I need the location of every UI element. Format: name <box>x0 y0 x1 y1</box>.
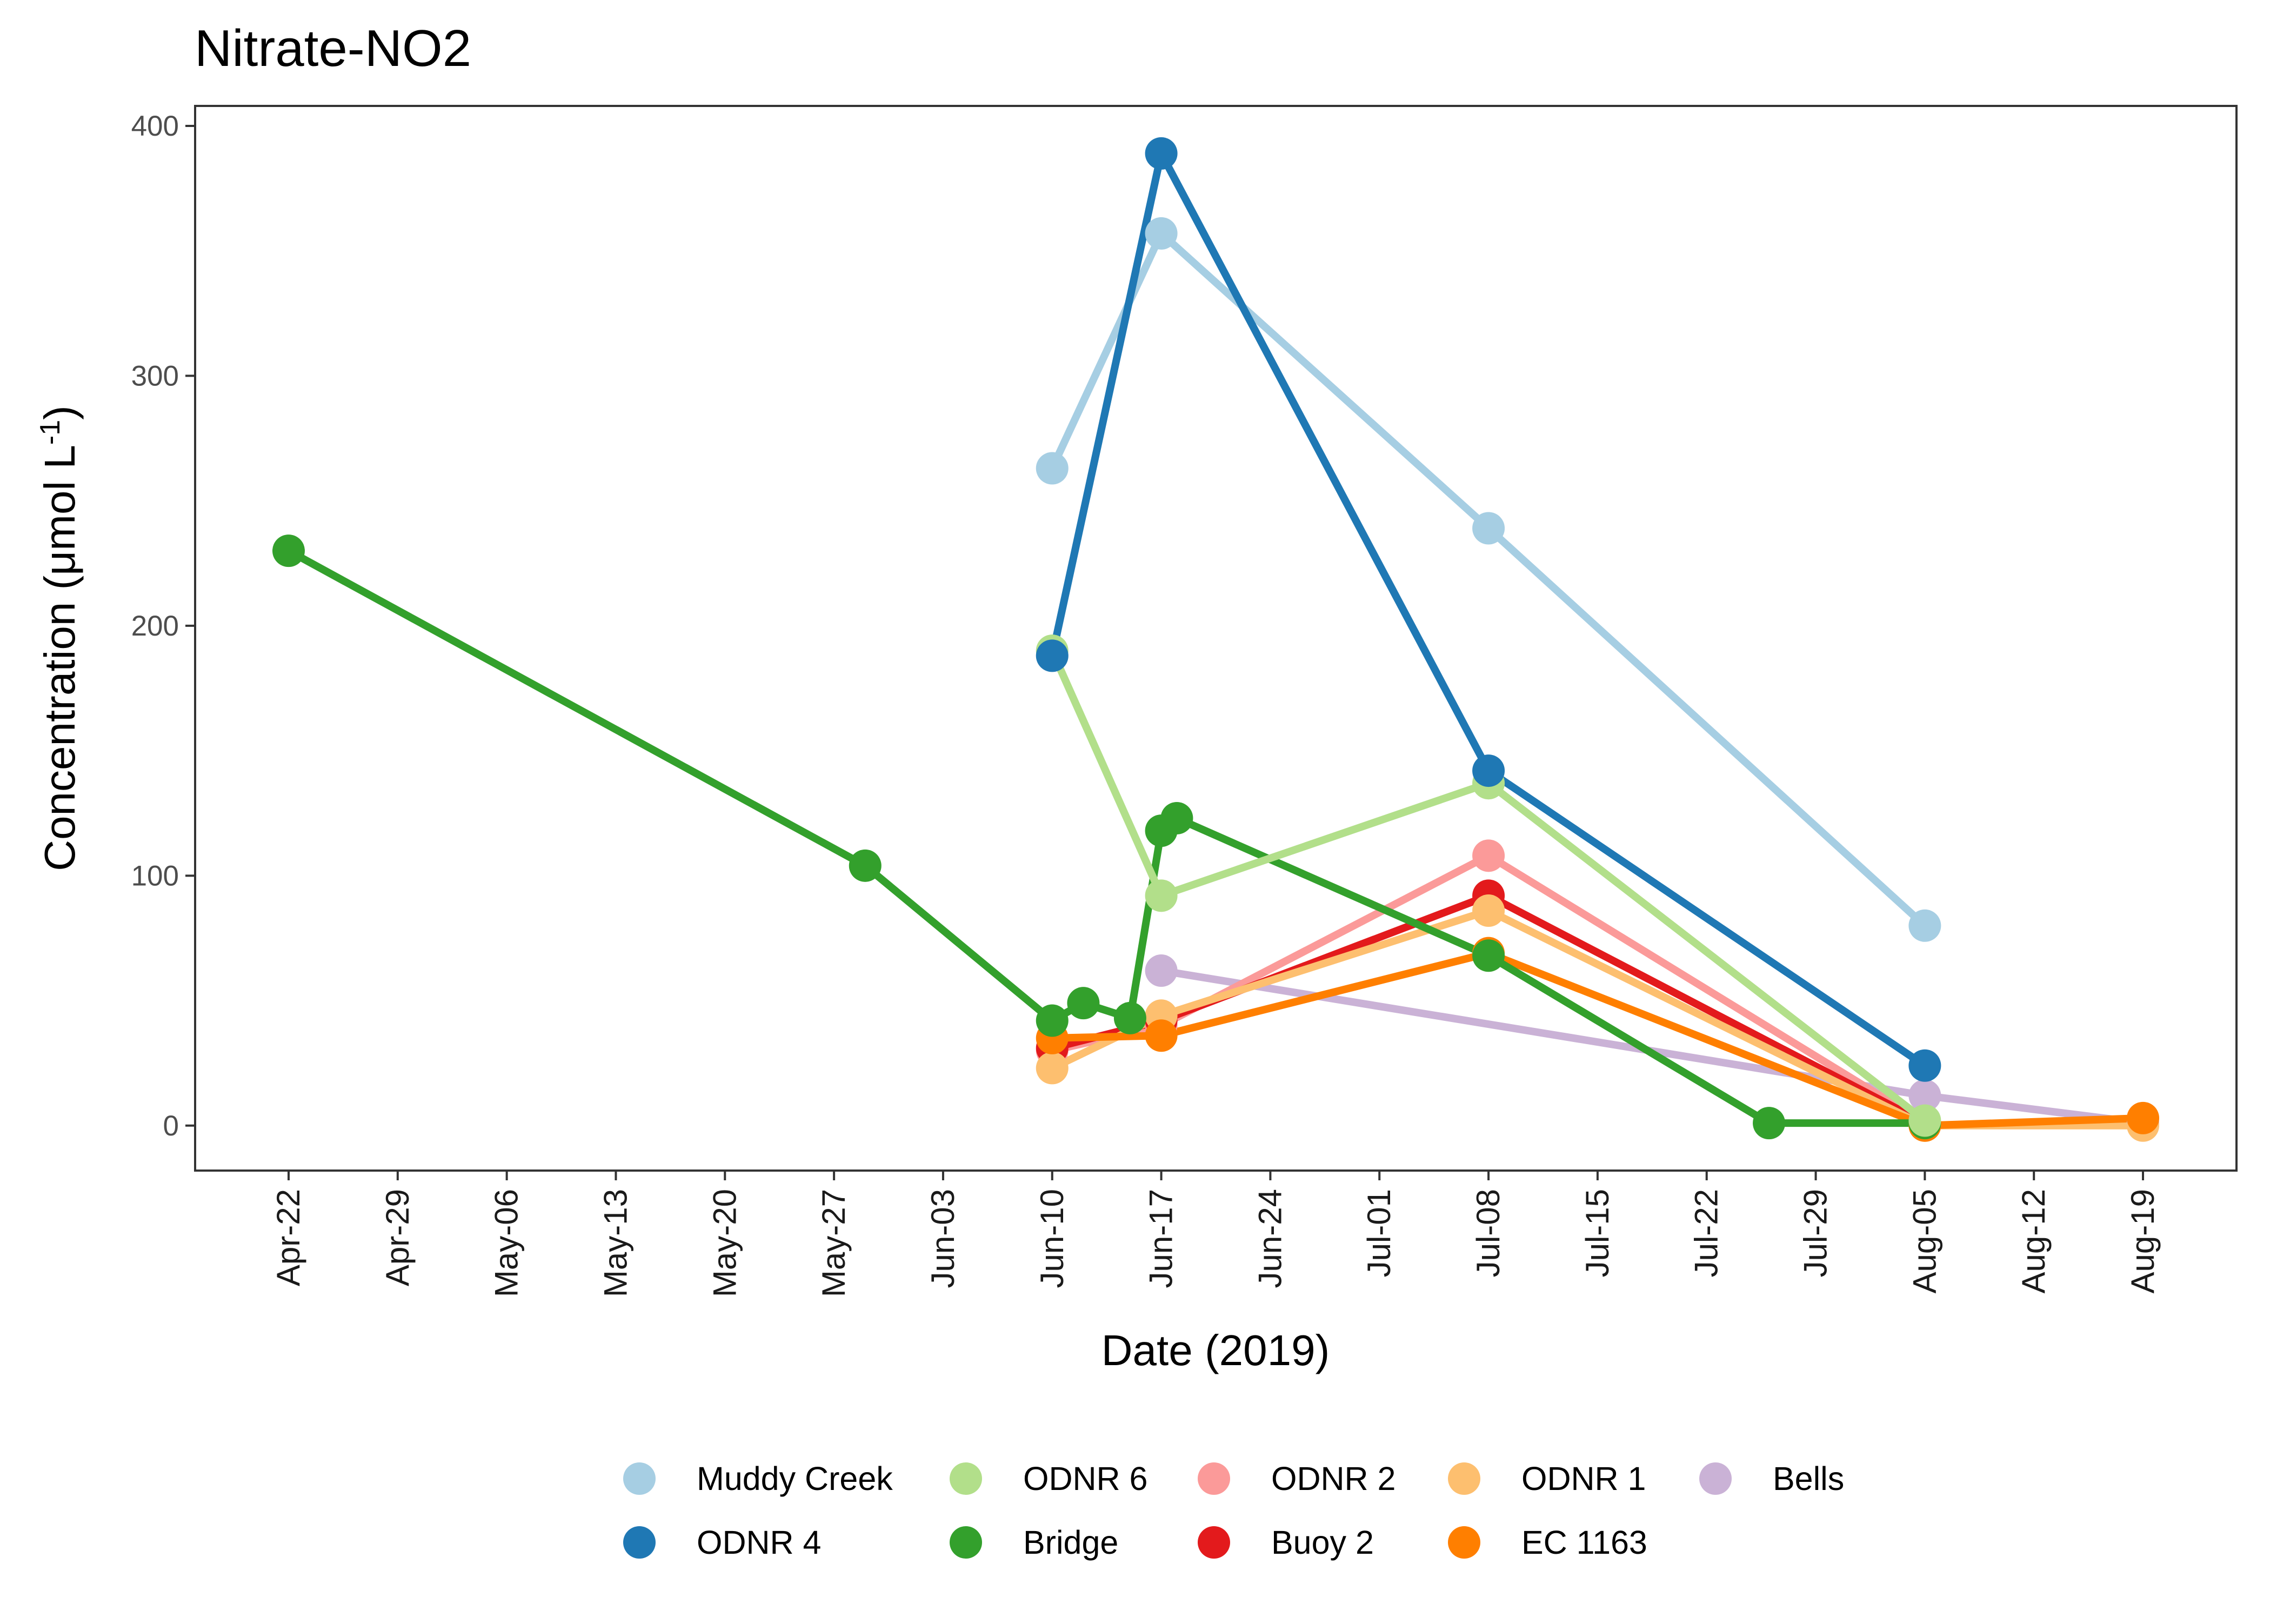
x-tick-label: Apr-22 <box>270 1189 306 1286</box>
x-tick-label: Jun-17 <box>1143 1189 1179 1288</box>
data-point-odnr-4 <box>1036 639 1069 672</box>
data-point-bridge <box>1753 1107 1786 1140</box>
y-tick-label: 100 <box>131 860 179 892</box>
y-axis: 0 100 200 300 400 <box>131 110 195 1142</box>
y-tick-label: 300 <box>131 360 179 392</box>
data-point-ec-1163 <box>2127 1101 2160 1134</box>
y-axis-title-unit: μmol L <box>36 445 84 576</box>
series-line-odnr-4 <box>1048 149 1929 1070</box>
data-point-odnr-4 <box>1908 1049 1941 1082</box>
legend-label: Buoy 2 <box>1271 1524 1374 1561</box>
data-point-bridge <box>1472 939 1505 972</box>
data-point-odnr-6 <box>1908 1104 1941 1137</box>
data-point-muddy-creek <box>1036 452 1069 485</box>
x-tick-label: Jun-10 <box>1034 1189 1070 1288</box>
legend-key-ec-1163 <box>1448 1526 1480 1559</box>
legend: Muddy Creek ODNR 6 ODNR 2 ODNR 1 Bells ODNR 4… <box>623 1460 1844 1561</box>
y-axis-title-pre: Concentration ( <box>36 575 84 871</box>
legend-item-odnr-6: ODNR 6 <box>950 1460 1147 1497</box>
legend-label: ODNR 1 <box>1521 1460 1646 1497</box>
legend-key-bells <box>1699 1462 1732 1495</box>
legend-item-odnr-1: ODNR 1 <box>1448 1460 1646 1497</box>
x-tick-label: Jul-22 <box>1688 1189 1725 1277</box>
legend-key-odnr-1 <box>1448 1462 1480 1495</box>
plot-panel <box>194 105 2238 1172</box>
data-point-odnr-6 <box>1145 879 1178 912</box>
y-axis-title-sup: -1 <box>35 420 66 445</box>
data-point-bridge <box>1160 801 1193 834</box>
chart-title: Nitrate-NO2 <box>195 19 471 77</box>
y-tick-label: 0 <box>163 1110 179 1142</box>
data-point-ec-1163 <box>1145 1019 1178 1052</box>
y-axis-title-post: ) <box>36 405 84 420</box>
legend-label: EC 1163 <box>1521 1524 1647 1561</box>
legend-key-odnr-4 <box>623 1526 656 1559</box>
series-line-muddy-creek <box>1048 229 1929 930</box>
y-axis-title: Concentration (μmol L-1) <box>35 405 84 871</box>
x-tick-label: Jul-01 <box>1361 1189 1397 1277</box>
data-point-muddy-creek <box>1908 909 1941 942</box>
legend-item-muddy-creek: Muddy Creek <box>623 1460 893 1497</box>
legend-item-ec-1163: EC 1163 <box>1448 1524 1647 1561</box>
legend-item-buoy-2: Buoy 2 <box>1198 1524 1374 1561</box>
x-tick-label: Jun-24 <box>1252 1189 1288 1288</box>
x-axis: Apr-22 Apr-29 May-06 May-13 May-20 May-27 Jun-… <box>270 1171 2161 1297</box>
data-point-odnr-4 <box>1472 754 1505 787</box>
series-layer <box>272 137 2160 1142</box>
x-tick-label: May-20 <box>706 1189 743 1297</box>
legend-item-odnr-4: ODNR 4 <box>623 1524 821 1561</box>
legend-item-odnr-2: ODNR 2 <box>1198 1460 1396 1497</box>
x-tick-label: Apr-29 <box>379 1189 416 1286</box>
x-tick-label: Aug-12 <box>2015 1189 2052 1293</box>
legend-key-bridge <box>950 1526 982 1559</box>
data-point-muddy-creek <box>1472 512 1505 545</box>
legend-key-muddy-creek <box>623 1462 656 1495</box>
x-tick-label: Jul-15 <box>1579 1189 1615 1277</box>
x-tick-label: Aug-05 <box>1906 1189 1942 1293</box>
data-point-muddy-creek <box>1145 217 1178 250</box>
x-tick-label: Jul-29 <box>1798 1189 1834 1277</box>
x-tick-label: Jul-08 <box>1470 1189 1506 1277</box>
series-line-odnr-6 <box>1048 647 1929 1125</box>
legend-label: ODNR 6 <box>1023 1460 1147 1497</box>
y-tick-label: 200 <box>131 610 179 642</box>
x-axis-title: Date (2019) <box>1101 1326 1330 1374</box>
x-tick-label: May-27 <box>816 1189 852 1297</box>
data-point-odnr-4 <box>1145 137 1178 170</box>
data-point-bridge <box>1113 1001 1146 1034</box>
data-point-bells <box>1145 954 1178 987</box>
data-point-bridge <box>1036 1004 1069 1037</box>
legend-item-bells: Bells <box>1699 1460 1844 1497</box>
legend-item-bridge: Bridge <box>950 1524 1118 1561</box>
data-point-odnr-1 <box>1472 894 1505 927</box>
data-point-bells <box>1908 1079 1941 1112</box>
legend-key-buoy-2 <box>1198 1526 1230 1559</box>
legend-label: Bells <box>1773 1460 1844 1497</box>
y-tick-label: 400 <box>131 110 179 142</box>
legend-key-odnr-6 <box>950 1462 982 1495</box>
data-point-bridge <box>849 849 882 882</box>
x-tick-label: May-06 <box>489 1189 525 1297</box>
legend-label: Muddy Creek <box>697 1460 893 1497</box>
x-tick-label: Aug-19 <box>2125 1189 2161 1293</box>
legend-label: ODNR 2 <box>1271 1460 1396 1497</box>
legend-key-odnr-2 <box>1198 1462 1230 1495</box>
series-line-bridge <box>284 547 1929 1127</box>
x-tick-label: May-13 <box>597 1189 633 1297</box>
data-point-odnr-2 <box>1472 839 1505 872</box>
data-point-odnr-1 <box>1036 1052 1069 1085</box>
x-tick-label: Jun-03 <box>925 1189 961 1288</box>
data-point-bridge <box>1067 987 1100 1020</box>
data-point-bridge <box>272 534 305 567</box>
legend-label: Bridge <box>1023 1524 1118 1561</box>
legend-label: ODNR 4 <box>697 1524 821 1561</box>
